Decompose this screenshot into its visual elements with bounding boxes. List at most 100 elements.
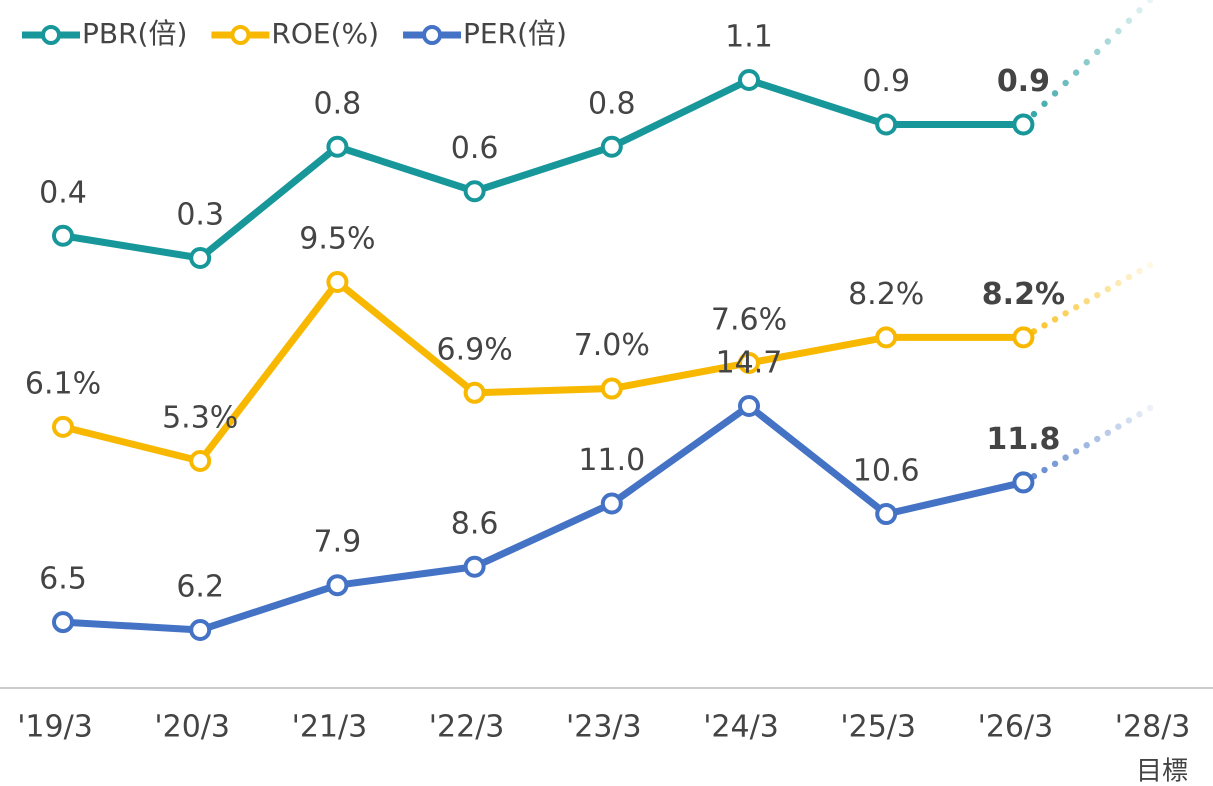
data-label: 11.8 <box>986 422 1060 457</box>
data-label: 9.5% <box>299 222 375 257</box>
point <box>738 69 760 91</box>
point <box>463 180 486 203</box>
point <box>52 415 74 438</box>
target-trend-dot <box>1051 316 1059 323</box>
target-trend-dot <box>1104 38 1112 45</box>
legend-marker <box>230 25 251 45</box>
legend-label: ROE(%) <box>271 17 379 50</box>
point <box>600 377 623 400</box>
target-trend-dot <box>1072 69 1080 76</box>
x-tick-label: '19/3 <box>17 710 93 745</box>
legend-label: PBR(倍) <box>82 17 187 50</box>
data-label: 7.9 <box>314 525 362 560</box>
point <box>738 351 760 374</box>
point <box>189 619 212 641</box>
data-label: 6.5 <box>39 562 87 597</box>
target-trend-dot <box>1136 267 1143 275</box>
data-label: 8.6 <box>451 506 499 541</box>
point <box>875 503 898 526</box>
data-label: 0.3 <box>176 198 224 233</box>
point <box>326 574 349 597</box>
point <box>600 492 623 515</box>
x-tick-label: '25/3 <box>840 710 916 745</box>
data-label: 6.1% <box>25 366 101 401</box>
target-trend-dot <box>1041 466 1048 474</box>
data-label: 7.0% <box>574 328 650 363</box>
point <box>1012 326 1035 349</box>
target-trend-dot <box>1125 273 1133 281</box>
target-trend-dot <box>1094 435 1101 443</box>
data-label: 0.6 <box>451 131 499 166</box>
point <box>52 611 74 634</box>
point <box>52 224 74 247</box>
data-label: 0.8 <box>588 86 636 121</box>
point <box>1012 471 1035 494</box>
target-trend-dot <box>1136 7 1143 14</box>
target-trend-dot <box>1062 79 1069 87</box>
data-label: 0.9 <box>997 64 1050 99</box>
data-label: 7.6% <box>711 302 787 337</box>
data-label: 5.3% <box>162 401 238 436</box>
data-label: 1.1 <box>725 20 773 55</box>
target-trend-dot <box>1104 285 1112 293</box>
point <box>463 381 486 404</box>
target-trend-dot <box>1115 279 1122 287</box>
target-trend-dot <box>1146 261 1154 269</box>
target-trend-dot <box>1136 411 1143 418</box>
target-trend-dot <box>1146 0 1154 4</box>
x-tick-label: '28/3 <box>1115 710 1191 745</box>
data-label: 14.7 <box>716 346 783 381</box>
point <box>875 326 898 349</box>
target-trend-dot <box>1062 454 1069 461</box>
data-label: 0.8 <box>314 86 362 121</box>
point <box>738 395 760 417</box>
legend-marker <box>422 25 443 45</box>
point <box>326 271 349 293</box>
legend-label: PER(倍) <box>463 17 567 50</box>
target-trend-dot <box>1094 48 1101 56</box>
target-trend-dot <box>1083 59 1090 66</box>
point <box>875 113 898 136</box>
target-trend-dot <box>1041 100 1048 107</box>
data-label: 8.2% <box>848 277 924 312</box>
x-tick-label: '24/3 <box>703 710 779 745</box>
point <box>189 450 212 472</box>
target-trend-dot <box>1146 404 1154 412</box>
point <box>326 135 349 158</box>
target-trend-dot <box>1104 429 1112 437</box>
target-label: 目標 <box>1136 757 1188 786</box>
data-label: 0.9 <box>862 64 910 99</box>
target-trend-dot <box>1072 448 1080 455</box>
target-trend-dot <box>1115 423 1122 430</box>
series-line <box>62 76 1024 262</box>
point <box>463 555 486 578</box>
data-label: 11.0 <box>578 443 645 478</box>
target-trend-dot <box>1125 17 1133 24</box>
data-label: 0.4 <box>39 175 87 210</box>
target-trend-dot <box>1125 417 1133 424</box>
target-trend-dot <box>1062 310 1069 317</box>
target-trend-dot <box>1051 90 1059 97</box>
target-trend-dot <box>1041 322 1048 329</box>
x-tick-label: '20/3 <box>154 710 230 745</box>
series-line <box>62 402 1025 634</box>
legend-marker <box>41 25 61 45</box>
data-label: 6.2 <box>176 570 224 605</box>
x-tick-label: '26/3 <box>978 710 1054 745</box>
data-label: 10.6 <box>853 454 920 489</box>
series-line <box>62 278 1024 465</box>
point <box>189 247 212 269</box>
target-trend-dot <box>1051 460 1059 468</box>
x-tick-label: '23/3 <box>566 710 642 745</box>
target-trend-dot <box>1083 298 1090 305</box>
target-trend-dot <box>1072 304 1080 311</box>
point <box>600 135 623 158</box>
x-tick-label: '21/3 <box>292 710 368 745</box>
target-trend-dot <box>1030 110 1038 118</box>
data-label: 8.2% <box>982 277 1065 312</box>
x-tick-label: '22/3 <box>429 710 505 745</box>
data-label: 6.9% <box>436 332 512 367</box>
target-trend-dot <box>1115 27 1122 35</box>
point <box>1012 113 1035 136</box>
